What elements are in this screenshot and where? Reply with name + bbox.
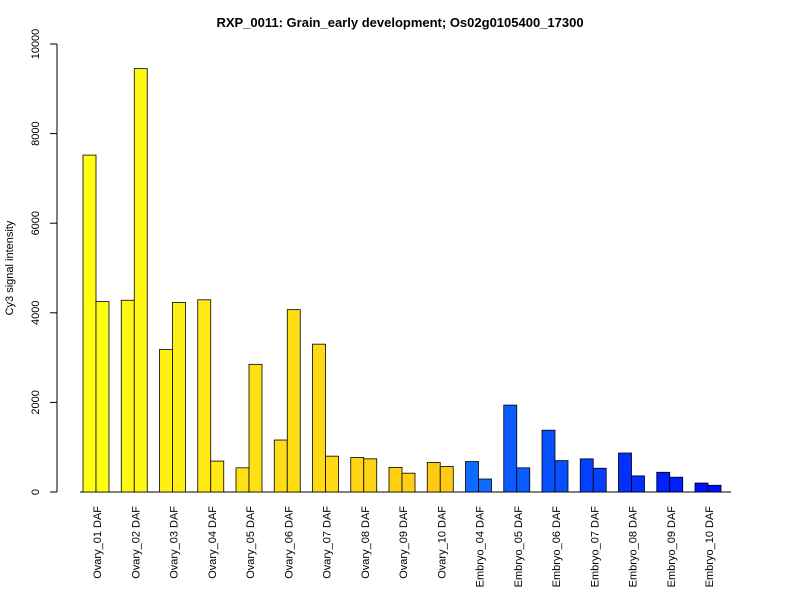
bar — [273, 439, 288, 493]
bar — [439, 466, 454, 493]
bar — [707, 484, 722, 493]
category-label: Embryo_04 DAF — [475, 506, 487, 588]
category-label: Ovary_06 DAF — [283, 506, 295, 579]
bar — [478, 478, 492, 493]
bar — [388, 466, 403, 493]
y-tick-label: 6000 — [30, 211, 42, 235]
category-label: Ovary_01 DAF — [92, 506, 104, 579]
category-label: Embryo_05 DAF — [513, 506, 525, 588]
category-label: Ovary_08 DAF — [360, 506, 372, 579]
bar — [554, 460, 569, 493]
bar — [286, 309, 301, 493]
y-tick-label: 10000 — [30, 29, 42, 60]
bar — [133, 68, 148, 493]
bar — [669, 476, 684, 493]
bar — [82, 154, 97, 493]
bar — [248, 363, 263, 493]
y-tick-label: 2000 — [30, 390, 42, 414]
y-tick-label: 4000 — [30, 301, 42, 325]
bar — [631, 475, 645, 493]
bar — [618, 452, 632, 493]
chart-title: RXP_0011: Grain_early development; Os02g… — [216, 15, 583, 30]
bar — [350, 457, 365, 493]
category-label: Embryo_09 DAF — [666, 506, 678, 588]
category-label: Ovary_09 DAF — [398, 506, 410, 579]
bar — [426, 462, 441, 493]
y-tick-label: 8000 — [30, 121, 42, 145]
bar — [120, 299, 135, 493]
bar — [541, 429, 556, 493]
y-tick-label: 0 — [30, 489, 42, 495]
bars-group — [82, 68, 722, 493]
bar — [312, 343, 326, 493]
category-label: Ovary_05 DAF — [245, 506, 257, 579]
bar — [235, 467, 250, 493]
bar — [325, 455, 339, 493]
bar — [592, 467, 607, 493]
bar — [656, 471, 671, 493]
bar — [172, 302, 186, 493]
category-label: Embryo_10 DAF — [704, 506, 716, 588]
bar — [516, 467, 531, 493]
category-label: Ovary_07 DAF — [322, 506, 334, 579]
category-label: Embryo_06 DAF — [551, 506, 563, 588]
category-labels: Ovary_01 DAF Ovary_02 DAF Ovary_03 DAF Ovar… — [92, 506, 716, 588]
bar — [210, 460, 225, 493]
y-axis: 0 2000 4000 6000 8000 10000 — [30, 29, 58, 495]
category-label: Ovary_03 DAF — [169, 506, 181, 579]
bar — [579, 458, 594, 493]
bar — [694, 482, 709, 493]
category-label: Embryo_08 DAF — [628, 506, 640, 588]
y-axis-label: Cy3 signal intensity — [4, 220, 16, 315]
bar — [197, 299, 212, 493]
category-label: Embryo_07 DAF — [589, 506, 601, 588]
category-label: Ovary_02 DAF — [130, 506, 142, 579]
category-label: Ovary_10 DAF — [436, 506, 448, 579]
bar — [95, 301, 110, 493]
bar — [401, 472, 416, 493]
bar — [503, 404, 518, 493]
bar — [363, 458, 378, 493]
bar — [159, 349, 173, 493]
bar — [465, 461, 479, 493]
category-label: Ovary_04 DAF — [207, 506, 219, 579]
